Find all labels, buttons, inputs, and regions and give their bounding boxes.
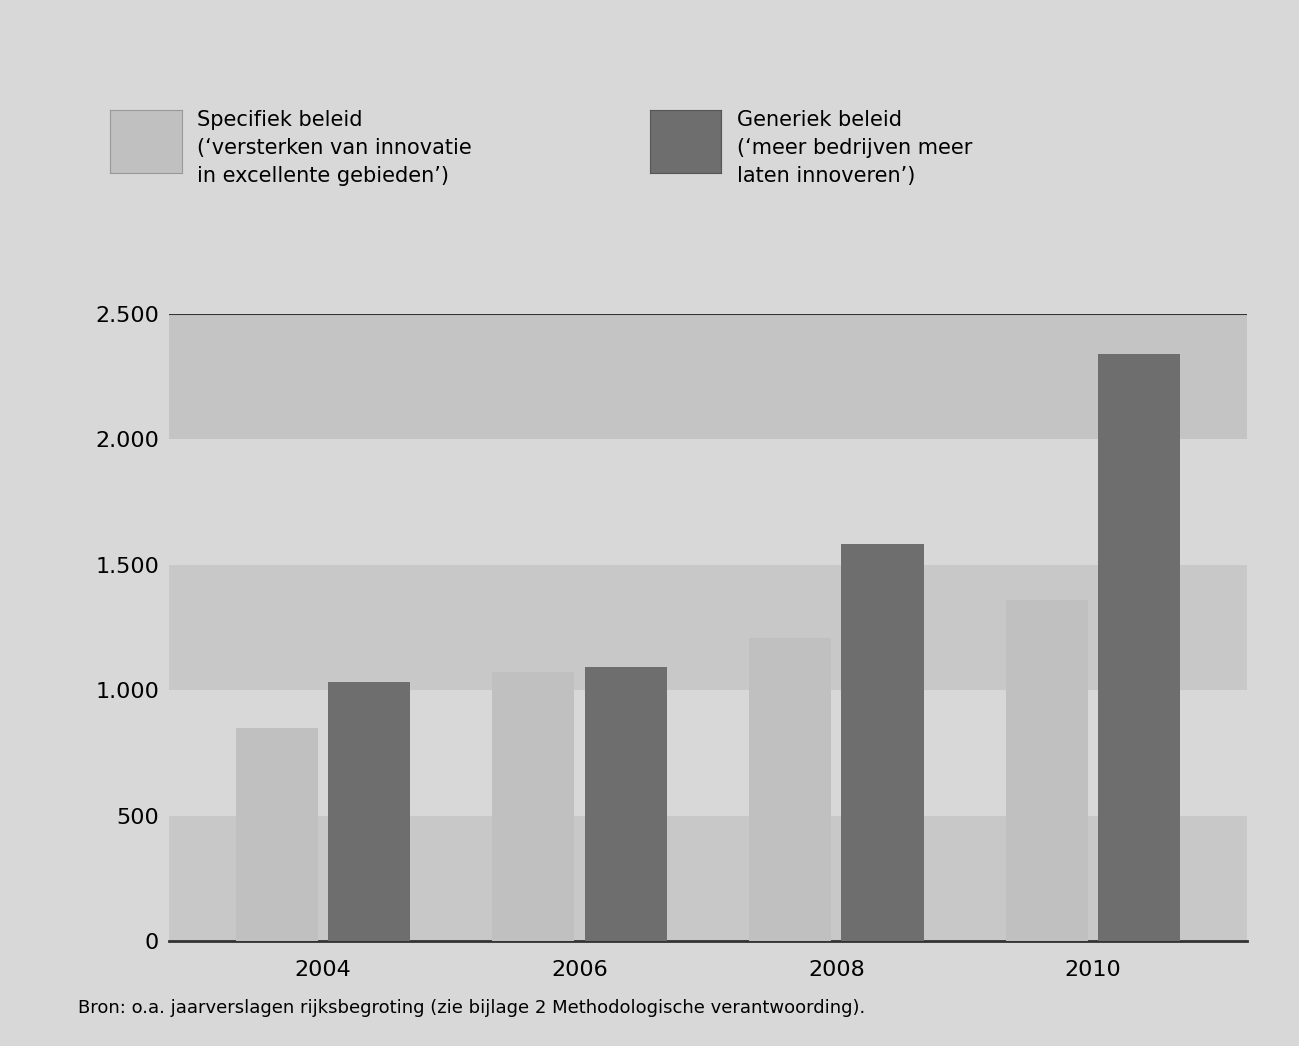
Bar [750, 638, 831, 941]
Bar [169, 314, 1247, 439]
Bar [842, 544, 924, 941]
Bar [1005, 600, 1087, 941]
Bar [1098, 354, 1181, 941]
Bar [492, 672, 574, 941]
Bar [585, 666, 666, 941]
Bar [329, 682, 410, 941]
Text: in excellente gebieden’): in excellente gebieden’) [197, 166, 449, 186]
Text: (‘meer bedrijven meer: (‘meer bedrijven meer [737, 138, 972, 158]
Text: Specifiek beleid: Specifiek beleid [197, 110, 362, 130]
Text: Generiek beleid: Generiek beleid [737, 110, 902, 130]
Bar [169, 690, 1247, 816]
Bar [169, 816, 1247, 941]
Bar [169, 565, 1247, 690]
Bar [169, 439, 1247, 565]
Text: Bron: o.a. jaarverslagen rijksbegroting (zie bijlage 2 Methodologische verantwoo: Bron: o.a. jaarverslagen rijksbegroting … [78, 999, 865, 1017]
Text: (‘versterken van innovatie: (‘versterken van innovatie [197, 138, 473, 158]
Bar [235, 728, 318, 941]
Text: laten innoveren’): laten innoveren’) [737, 166, 914, 186]
